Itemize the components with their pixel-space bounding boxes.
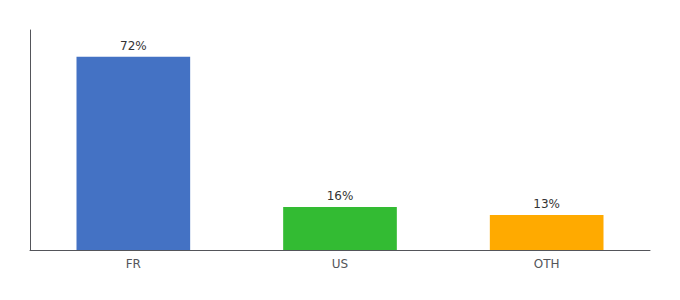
svg-text:16%: 16% xyxy=(327,189,354,203)
svg-text:72%: 72% xyxy=(120,39,147,53)
svg-text:US: US xyxy=(332,257,348,271)
svg-text:FR: FR xyxy=(126,257,141,271)
svg-text:13%: 13% xyxy=(533,197,560,211)
svg-text:OTH: OTH xyxy=(534,257,560,271)
